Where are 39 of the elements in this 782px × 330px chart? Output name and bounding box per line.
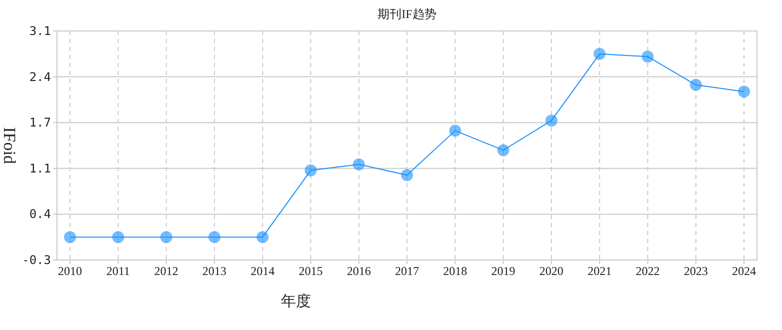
x-tick-label: 2010 xyxy=(58,264,82,278)
x-tick-label: 2023 xyxy=(684,264,708,278)
point xyxy=(256,231,269,244)
x-tick-label: 2016 xyxy=(346,264,371,278)
point xyxy=(642,50,654,63)
point xyxy=(401,169,413,182)
y-tick-label: 0.4 xyxy=(29,207,51,222)
point xyxy=(545,114,558,127)
x-tick-label: 2014 xyxy=(250,264,275,278)
point xyxy=(352,158,365,170)
x-tick-label: 2012 xyxy=(154,264,178,278)
point xyxy=(690,78,702,91)
x-axis-title: 年度 xyxy=(281,293,311,310)
y-tick-label: 2.4 xyxy=(29,70,51,84)
chart-title: 期刊IF趋势 xyxy=(378,7,436,21)
y-tick-label: 1.7 xyxy=(29,116,51,130)
point xyxy=(594,48,606,60)
x-tick-label: 2013 xyxy=(202,264,226,278)
x-tick-label: 2011 xyxy=(106,264,130,278)
y-tick-label: 1.1 xyxy=(29,161,51,176)
point xyxy=(449,124,462,137)
y-tick-label: -0.3 xyxy=(22,253,51,267)
y-axis-title: IFoid xyxy=(0,127,19,164)
point xyxy=(112,231,124,244)
y-tick-label: 3.1 xyxy=(29,24,51,38)
point xyxy=(738,86,750,98)
point xyxy=(64,231,76,244)
point xyxy=(208,231,220,244)
x-tick-label: 2017 xyxy=(395,264,419,278)
point xyxy=(304,164,317,176)
x-tick-label: 2015 xyxy=(298,264,323,278)
x-tick-label: 2021 xyxy=(588,264,612,278)
point xyxy=(160,231,172,244)
x-tick-label: 2018 xyxy=(443,264,468,278)
x-tick-label: 2019 xyxy=(491,264,516,278)
x-tick-label: 2020 xyxy=(539,264,564,278)
point xyxy=(497,144,510,156)
x-tick-label: 2024 xyxy=(732,264,756,278)
x-tick-label: 2022 xyxy=(636,264,660,278)
